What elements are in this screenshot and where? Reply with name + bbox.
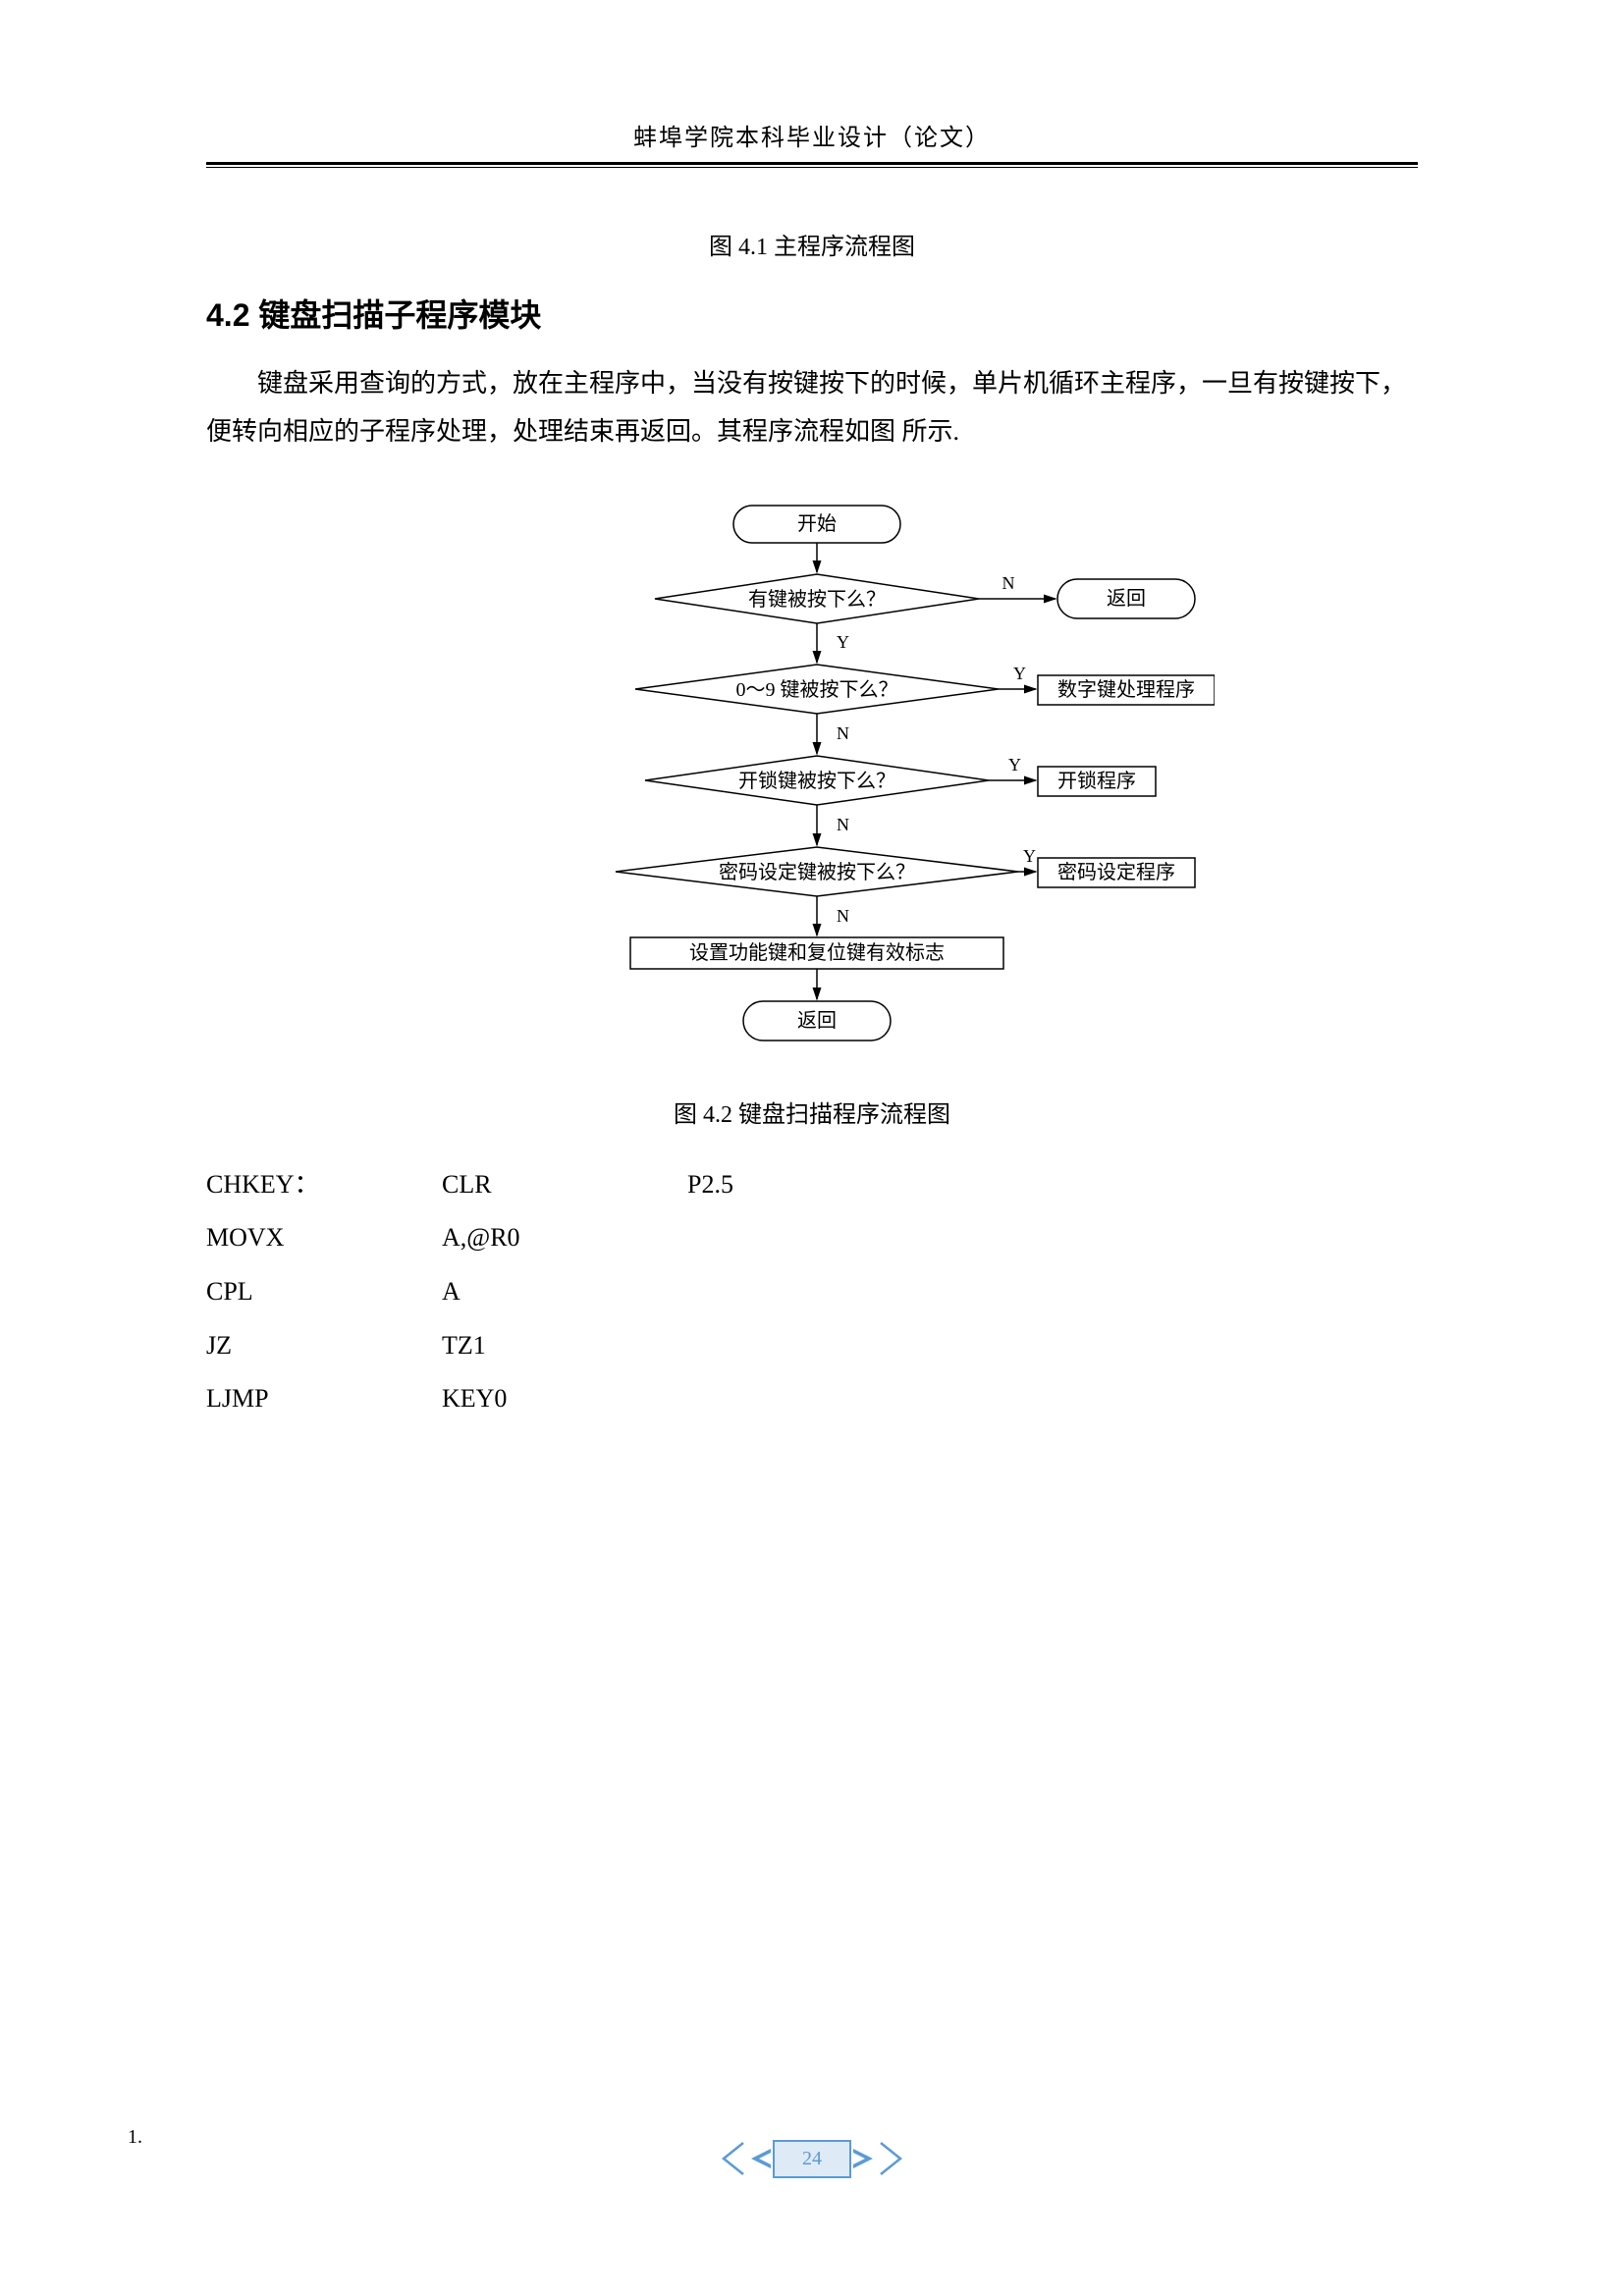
fc-node-p2: 开锁程序 — [1057, 770, 1136, 792]
fc-edge-label-y2: Y — [1013, 664, 1026, 683]
fc-edge-label-y4: Y — [1023, 846, 1036, 866]
fc-node-end: 返回 — [797, 1009, 837, 1032]
fc-edge-label-n4: N — [837, 906, 849, 926]
paragraph-1: 键盘采用查询的方式，放在主程序中，当没有按键按下的时候，单片机循环主程序，一旦有… — [206, 359, 1418, 456]
page-number-badge: 24 — [714, 2139, 910, 2178]
code-cell: MOVX — [206, 1211, 442, 1265]
fc-node-d2: 0～9 键被按下么？ — [736, 678, 898, 701]
code-cell — [687, 1265, 884, 1319]
fc-node-p1: 数字键处理程序 — [1057, 678, 1195, 701]
code-row: LJMP KEY0 — [206, 1372, 1418, 1426]
header-rule-thin — [206, 167, 1418, 168]
code-row: CPL A — [206, 1265, 1418, 1319]
fc-node-d1: 有键被按下么？ — [748, 588, 886, 611]
section-heading-4-2: 4.2 键盘扫描子程序模块 — [206, 291, 1418, 336]
chevron-left-icon — [714, 2139, 773, 2178]
fc-edge-label-y1: Y — [837, 632, 849, 652]
figure-4-1-caption: 图 4.1 主程序流程图 — [206, 227, 1418, 261]
code-row: MOVX A,@R0 — [206, 1211, 1418, 1265]
assembly-code-block: CHKEY： CLR P2.5 MOVX A,@R0 CPL A JZ TZ1 … — [206, 1158, 1418, 1426]
fc-node-start: 开始 — [797, 512, 837, 535]
code-cell — [687, 1372, 884, 1426]
code-row: JZ TZ1 — [206, 1319, 1418, 1373]
code-row: CHKEY： CLR P2.5 — [206, 1158, 1418, 1212]
header-rule-thick — [206, 162, 1418, 165]
code-cell — [687, 1319, 884, 1373]
code-cell: A,@R0 — [442, 1211, 687, 1265]
fc-node-p3: 密码设定程序 — [1057, 861, 1175, 883]
code-cell: LJMP — [206, 1372, 442, 1426]
fc-node-d4: 密码设定键被按下么？ — [719, 861, 915, 883]
code-cell: P2.5 — [687, 1158, 884, 1212]
page-header-title: 蚌埠学院本科毕业设计（论文） — [206, 118, 1418, 152]
flowchart-figure-4-2: 开始 有键被按下么？ N 返回 Y 0～9 键被按下么？ Y 数字键处理程序 N… — [409, 486, 1215, 1065]
fc-node-ret1: 返回 — [1107, 587, 1146, 610]
fc-node-d3: 开锁键被按下么？ — [738, 770, 895, 792]
code-cell: CLR — [442, 1158, 687, 1212]
fc-edge-label-n2: N — [837, 723, 849, 743]
fc-edge-label-n1: N — [1002, 573, 1015, 593]
code-cell: JZ — [206, 1319, 442, 1373]
chevron-right-icon — [851, 2139, 910, 2178]
fc-edge-label-y3: Y — [1008, 755, 1021, 774]
page-number: 24 — [773, 2140, 851, 2178]
code-cell: CPL — [206, 1265, 442, 1319]
code-cell: CHKEY： — [206, 1158, 442, 1212]
fc-edge-label-n3: N — [837, 815, 849, 834]
fc-node-p4: 设置功能键和复位键有效标志 — [689, 941, 945, 964]
code-cell: A — [442, 1265, 687, 1319]
code-cell: TZ1 — [442, 1319, 687, 1373]
page-footer: 24 — [0, 2139, 1624, 2178]
code-cell — [687, 1211, 884, 1265]
figure-4-2-caption: 图 4.2 键盘扫描程序流程图 — [206, 1095, 1418, 1129]
code-cell: KEY0 — [442, 1372, 687, 1426]
